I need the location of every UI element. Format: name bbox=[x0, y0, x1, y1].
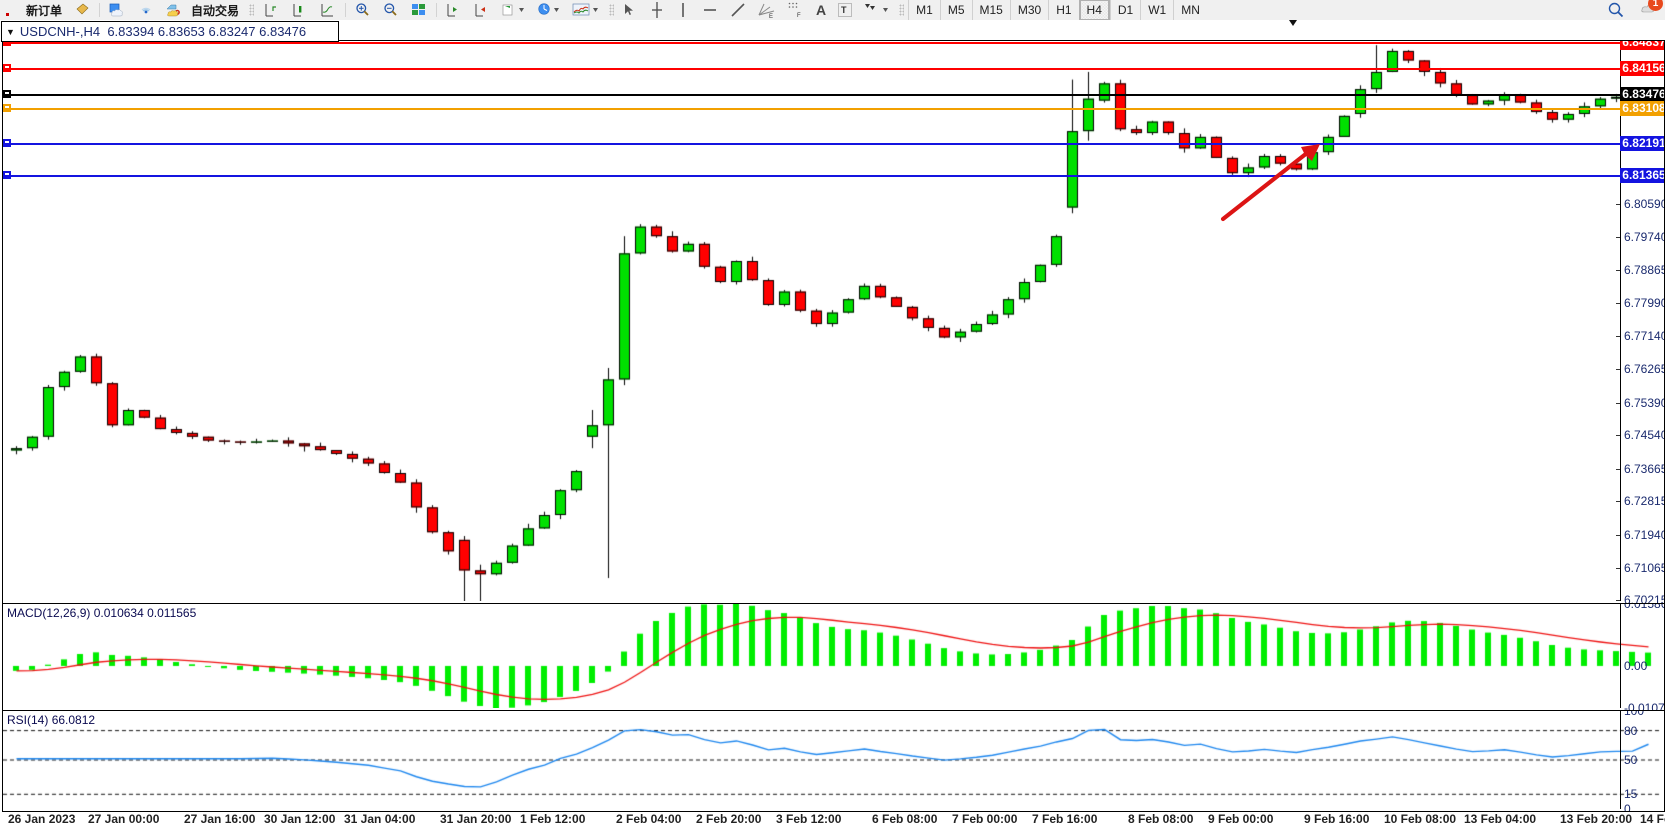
svg-text:F: F bbox=[797, 13, 801, 18]
svg-text:E: E bbox=[769, 14, 773, 18]
svg-text:T: T bbox=[841, 5, 847, 15]
